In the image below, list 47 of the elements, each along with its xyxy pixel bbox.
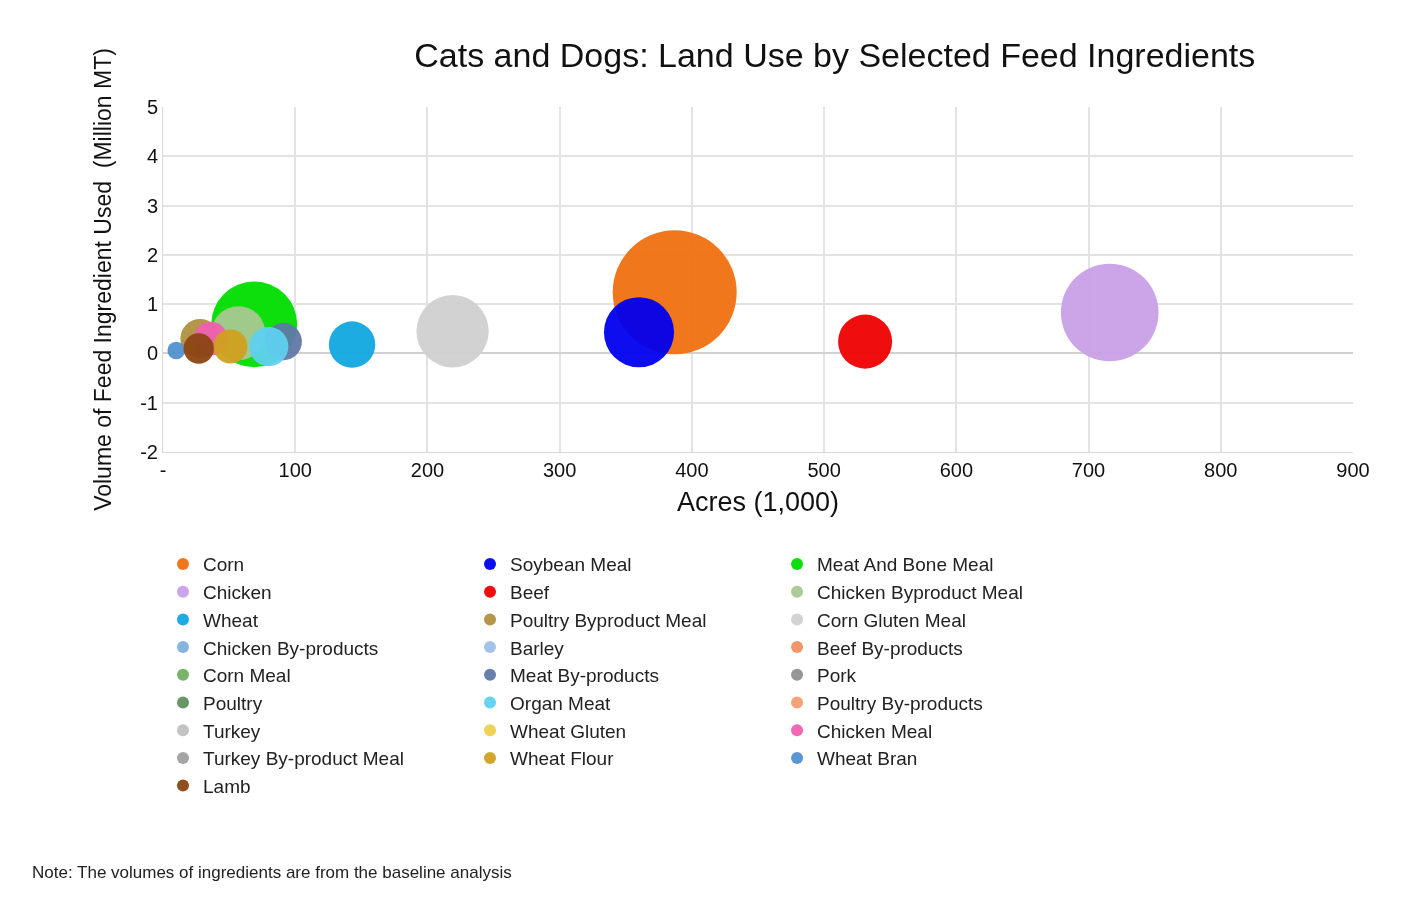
x-tick-label: 600	[939, 459, 974, 481]
y-tick-label: 2	[146, 243, 158, 266]
x-tick-label: -	[159, 459, 167, 481]
legend-label: Corn	[203, 554, 245, 576]
y-tick-label: 4	[146, 145, 158, 168]
legend-label: Barley	[510, 637, 565, 659]
y-axis-title: Volume of Feed Ingredient Used (Million MT)	[89, 48, 116, 511]
legend-label: Corn Meal	[203, 665, 291, 687]
x-tick-label: 500	[807, 459, 841, 481]
legend-label: Chicken	[203, 582, 272, 604]
y-tick-label: 5	[146, 96, 158, 118]
x-axis-title: Acres (1,000)	[676, 487, 840, 518]
legend-label: Organ Meat	[510, 692, 612, 714]
y-tick-label: -1	[140, 391, 158, 414]
y-tick-label: 3	[146, 194, 158, 217]
y-tick-label: 0	[146, 342, 158, 365]
text: Note: The volumes of ingredients are from the baseline analysis	[32, 863, 512, 882]
legend-label: Corn Gluten Meal	[817, 609, 966, 631]
legend-label: Wheat	[203, 609, 259, 631]
x-tick-label: 300	[542, 459, 577, 481]
x-tick-label: 100	[278, 459, 312, 481]
legend-label: Pork	[817, 665, 857, 687]
legend-label: Wheat Bran	[817, 748, 918, 770]
legend-label: Turkey	[203, 720, 261, 742]
x-tick-label: 800	[1204, 459, 1238, 481]
legend-label: Lamb	[203, 776, 251, 798]
legend-label: Poultry By-products	[817, 692, 983, 714]
legend-label: Chicken Byproduct Meal	[817, 582, 1023, 604]
x-tick-label: 200	[410, 459, 445, 481]
legend-label: Chicken By-products	[203, 637, 379, 659]
legend-label: Wheat Gluten	[510, 720, 627, 742]
x-tick-label: 400	[675, 459, 709, 481]
chart-title: Cats and Dogs: Land Use by Selected Feed Ingredients	[414, 35, 1256, 74]
x-tick-label: 900	[1336, 459, 1370, 481]
legend-label: Meat And Bone Meal	[817, 554, 994, 576]
legend-label: Turkey By-product Meal	[203, 748, 404, 770]
x-tick-label: 700	[1071, 459, 1106, 481]
legend-label: Poultry	[203, 692, 263, 714]
legend-label: Soybean Meal	[510, 554, 632, 576]
legend-label: Meat By-products	[510, 665, 659, 687]
y-tick-label: 1	[146, 293, 158, 316]
legend-label: Wheat Flour	[510, 748, 615, 770]
legend-label: Chicken Meal	[817, 720, 933, 742]
legend-label: Beef	[510, 582, 550, 604]
legend-label: Beef By-products	[817, 637, 963, 659]
legend-label: Poultry Byproduct Meal	[510, 609, 707, 631]
y-tick-label: -2	[140, 441, 158, 463]
